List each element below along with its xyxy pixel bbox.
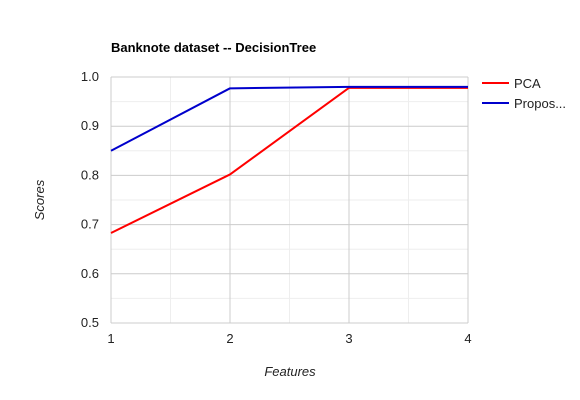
legend-label: Propos... bbox=[514, 96, 566, 111]
y-tick-label: 1.0 bbox=[81, 69, 99, 84]
legend-label: PCA bbox=[514, 76, 541, 91]
x-tick-label: 2 bbox=[226, 331, 233, 346]
legend: PCA Propos... bbox=[482, 76, 566, 111]
grid-lines bbox=[110, 76, 469, 324]
y-tick-label: 0.9 bbox=[81, 118, 99, 133]
x-axis-title: Features bbox=[264, 364, 316, 379]
x-tick-label: 3 bbox=[345, 331, 352, 346]
chart-title: Banknote dataset -- DecisionTree bbox=[111, 40, 316, 55]
tick-labels: 0.5 0.6 0.7 0.8 0.9 1.0 1 2 3 4 bbox=[81, 69, 472, 346]
x-tick-label: 4 bbox=[464, 331, 471, 346]
y-tick-label: 0.6 bbox=[81, 266, 99, 281]
y-tick-label: 0.7 bbox=[81, 217, 99, 232]
series-line-propos bbox=[110, 85, 468, 152]
y-tick-label: 0.8 bbox=[81, 167, 99, 182]
series-lines bbox=[110, 85, 468, 234]
y-tick-label: 0.5 bbox=[81, 315, 99, 330]
x-tick-label: 1 bbox=[107, 331, 114, 346]
y-axis-title: Scores bbox=[32, 179, 47, 220]
